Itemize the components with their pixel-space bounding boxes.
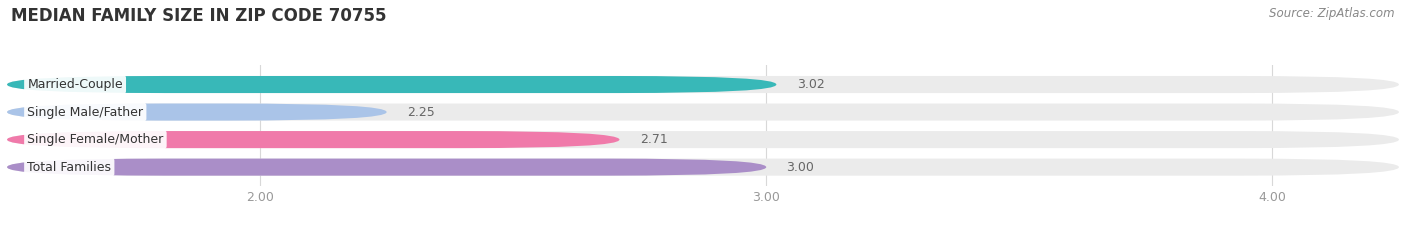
Text: 2.71: 2.71: [640, 133, 668, 146]
FancyBboxPatch shape: [7, 131, 1399, 148]
Text: Source: ZipAtlas.com: Source: ZipAtlas.com: [1270, 7, 1395, 20]
Text: Single Male/Father: Single Male/Father: [27, 106, 143, 119]
Text: Total Families: Total Families: [27, 161, 111, 174]
Text: Married-Couple: Married-Couple: [27, 78, 122, 91]
FancyBboxPatch shape: [7, 103, 1399, 121]
Text: MEDIAN FAMILY SIZE IN ZIP CODE 70755: MEDIAN FAMILY SIZE IN ZIP CODE 70755: [11, 7, 387, 25]
Text: 2.25: 2.25: [406, 106, 434, 119]
Text: 3.02: 3.02: [797, 78, 824, 91]
Text: 3.00: 3.00: [786, 161, 814, 174]
FancyBboxPatch shape: [7, 76, 1399, 93]
Text: Single Female/Mother: Single Female/Mother: [27, 133, 163, 146]
FancyBboxPatch shape: [7, 131, 620, 148]
FancyBboxPatch shape: [7, 159, 1399, 176]
FancyBboxPatch shape: [7, 159, 766, 176]
FancyBboxPatch shape: [7, 76, 776, 93]
FancyBboxPatch shape: [7, 103, 387, 121]
